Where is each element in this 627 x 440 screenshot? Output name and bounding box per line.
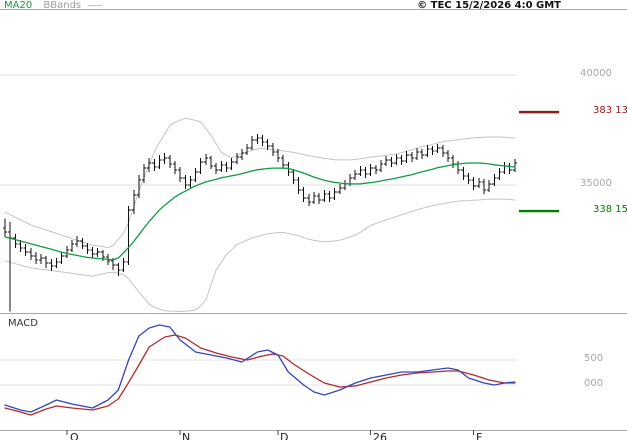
x-axis-label-26: 26 — [373, 431, 387, 440]
copyright-label: © TEC 15/2/2026 4:0 GMT — [417, 0, 561, 11]
macd-panel-title: MACD — [8, 318, 38, 329]
bbands-line-sample-icon — [88, 4, 103, 6]
x-axis-label-february: F — [476, 431, 483, 440]
resistance-level-label: 383 13 — [593, 105, 627, 116]
support-level-label: 338 15 — [593, 204, 627, 215]
macd-axis-label-000: 000 — [584, 378, 604, 389]
price-axis-label-400: 40000 — [580, 68, 612, 79]
x-axis-label-october: O — [70, 431, 79, 440]
price-axis-label-350: 35000 — [580, 178, 612, 189]
x-axis-label-november: N — [182, 431, 191, 440]
macd-axis-label-500: 500 — [584, 353, 604, 364]
x-axis-label-december: D — [280, 431, 289, 440]
legend-ma20-label: MA20 — [4, 0, 33, 11]
legend-bbands-label: BBands — [43, 0, 82, 11]
legend: MA20 BBands — [4, 0, 103, 11]
